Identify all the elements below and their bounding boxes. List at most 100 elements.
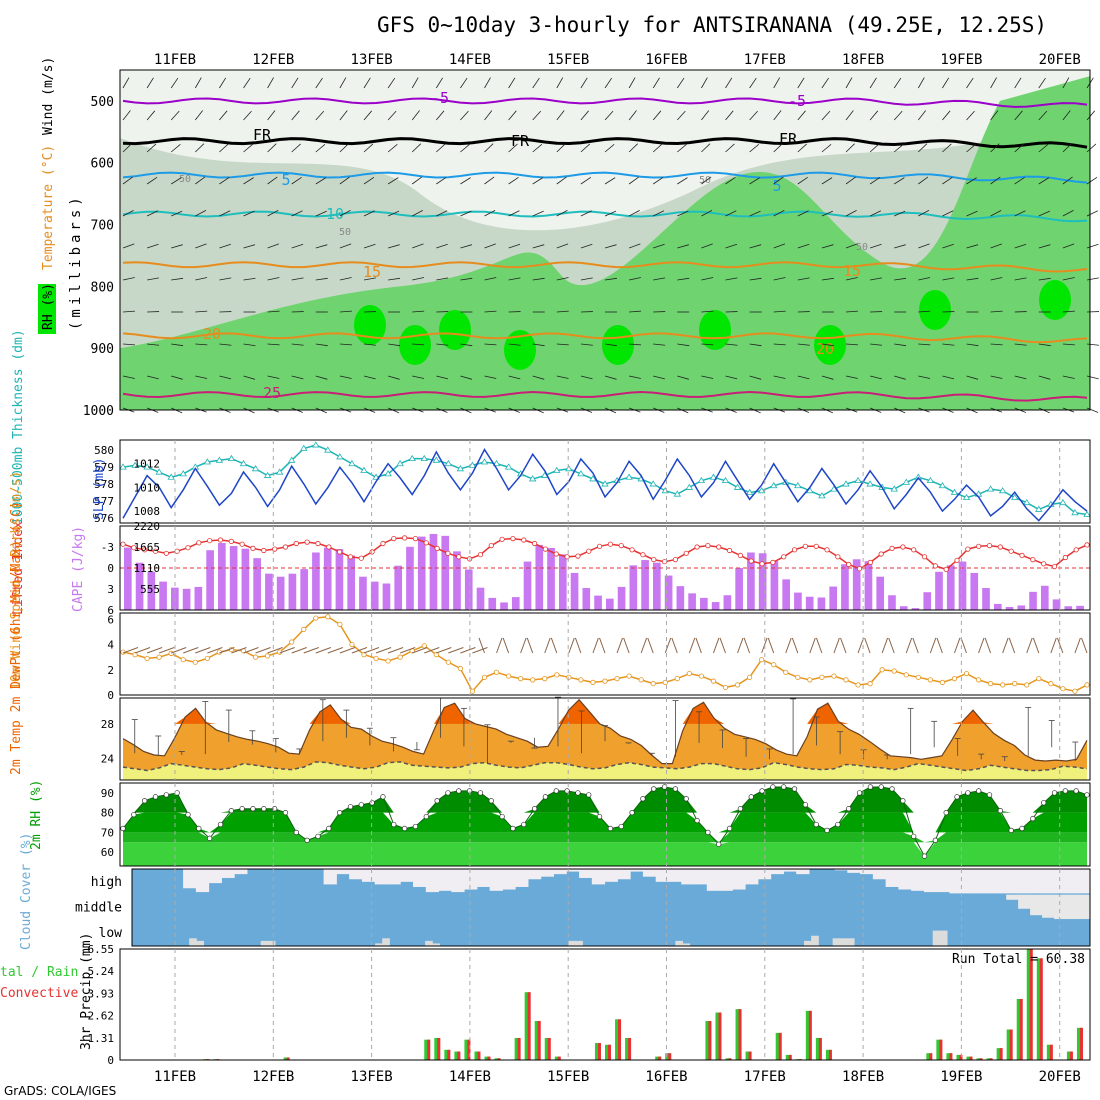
wind-barb — [1038, 375, 1051, 380]
wind-speed-point — [457, 665, 463, 672]
wind-barb — [773, 110, 782, 121]
wind-barb — [918, 277, 931, 281]
wind-barb — [424, 647, 440, 654]
wind-speed-point — [132, 652, 138, 658]
thickness-point — [312, 441, 320, 448]
wind-barb — [929, 637, 937, 654]
rh-point — [575, 790, 581, 796]
wind-barb — [653, 375, 665, 380]
wind-barb — [845, 277, 858, 281]
footer-credit: GrADS: COLA/IGES — [4, 1084, 116, 1098]
cloud-high-gap — [451, 869, 465, 893]
wind-barb — [1014, 143, 1024, 153]
wind-barb — [267, 277, 280, 281]
wind-barb — [881, 637, 889, 654]
cape-bar — [1076, 605, 1084, 610]
wind-speed-point — [1024, 682, 1030, 688]
wind-barb — [255, 647, 271, 654]
panel-border — [119, 525, 1091, 611]
isotherm-label: -5 — [431, 89, 449, 107]
rh-legend-swatch — [38, 284, 56, 334]
wind-barb — [990, 310, 1003, 313]
isotherm-line — [122, 261, 1088, 273]
rh-point — [976, 788, 982, 794]
thickness-point — [890, 485, 898, 492]
wind-speed-point — [698, 673, 705, 679]
wind-barb — [158, 647, 175, 654]
wind-barb — [484, 375, 497, 379]
thickness-point — [842, 480, 850, 487]
pressure-level-label: 900 — [91, 342, 114, 357]
rh-point — [835, 821, 841, 828]
rh-point — [629, 809, 635, 816]
wind-barb — [219, 277, 232, 281]
cloud-middle-gap — [1042, 894, 1055, 918]
wind-barb — [147, 277, 159, 281]
wind-barb — [291, 277, 304, 281]
cloud-low-bar — [932, 930, 941, 946]
wind-barb — [1086, 243, 1099, 249]
tick-label: 0 — [107, 689, 114, 702]
wind-barb — [1062, 210, 1074, 217]
wind-barb — [339, 310, 352, 313]
wind-barb — [460, 177, 471, 185]
cloud-high-gap — [949, 869, 963, 894]
wind-barb — [315, 647, 332, 654]
rh-point — [1041, 800, 1047, 806]
wind-barb — [315, 277, 328, 281]
wind-barb — [508, 277, 521, 281]
wind-barb — [701, 310, 714, 313]
precip-total-bar — [454, 1051, 460, 1060]
wind-axis-label: 10m Wind Speed & Barbs (m/s) — [9, 471, 24, 690]
lifted-index-point — [976, 543, 982, 549]
cape-bar — [852, 559, 861, 610]
lifted-index-point — [900, 544, 906, 550]
precip-conv-bar — [738, 1009, 742, 1060]
wind-barb — [435, 110, 445, 121]
thickness-point — [179, 470, 187, 477]
precip-total-bar — [735, 1009, 742, 1060]
tick-label: 2.62 — [88, 1010, 115, 1023]
cape-bar — [194, 586, 203, 610]
thickness-point — [818, 492, 826, 499]
isotherm-label: FR — [253, 126, 272, 144]
wind-barb — [701, 210, 713, 217]
rh-point — [867, 784, 874, 790]
thickness-point — [528, 475, 537, 482]
date-label-bottom: 20FEB — [1039, 1069, 1081, 1085]
wind-barb — [267, 375, 280, 379]
rh-point — [1019, 825, 1025, 832]
rh-panel: 90 80 70 60 2m RH (%) — [29, 780, 1091, 867]
lifted-index-point — [207, 538, 213, 544]
thickness-point — [1035, 505, 1043, 512]
wind-barb — [773, 143, 783, 153]
wind-speed-point — [879, 667, 885, 673]
thickness-point — [287, 456, 296, 463]
wind-barb — [243, 77, 251, 89]
wind-speed-point — [325, 614, 331, 620]
cloud-high-gap — [668, 869, 682, 882]
tick-label: -3 — [101, 541, 114, 554]
tick-label: 90 — [101, 787, 114, 800]
lifted-index-point — [174, 548, 180, 554]
cloud-low-bar — [939, 930, 948, 946]
wind-speed-point — [674, 675, 680, 682]
wind-barb — [387, 143, 398, 153]
thickness-point — [396, 459, 404, 467]
wind-barb — [556, 176, 567, 185]
wind-barb — [701, 77, 708, 89]
rh-point — [445, 790, 451, 796]
lifted-index-point — [802, 543, 808, 549]
wind-barb — [122, 77, 130, 89]
wind-barb — [460, 375, 473, 380]
wind-barb — [894, 343, 907, 347]
tick-label: 1.31 — [88, 1032, 115, 1045]
wind-barb — [267, 210, 279, 217]
wind-barb — [791, 637, 799, 654]
wind-barb — [315, 77, 323, 89]
wind-barb — [870, 375, 882, 380]
wind-speed-point — [554, 672, 560, 678]
wind-speed-point — [939, 679, 946, 685]
wind-barb — [580, 343, 593, 346]
wind-speed-point — [602, 678, 608, 684]
